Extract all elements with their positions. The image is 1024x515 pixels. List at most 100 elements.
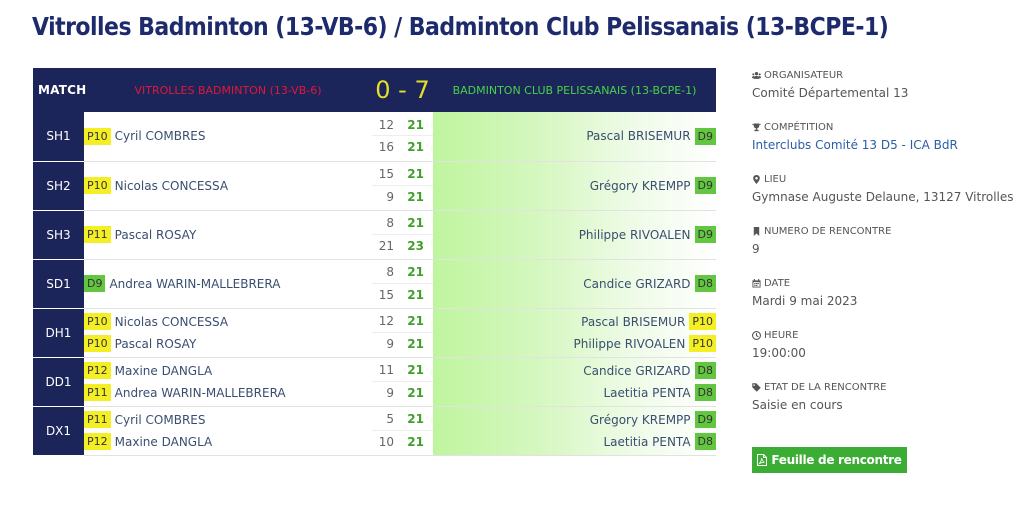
- home-set-points: 21: [378, 238, 394, 253]
- match-sheet-label: Feuille de rencontre: [771, 453, 902, 467]
- player-name[interactable]: Maxine DANGLA: [114, 363, 213, 378]
- player-name[interactable]: Nicolas CONCESSA: [114, 314, 229, 329]
- player-name[interactable]: Laetitia PENTA: [603, 385, 691, 400]
- match-row: SH3 P11 Pascal ROSAY 8 21 21 23 Philippe RIVOAL…: [33, 210, 716, 260]
- away-set-points: 21: [407, 385, 424, 400]
- home-set-points: 9: [386, 385, 394, 400]
- ranking-badge: P12: [84, 362, 111, 379]
- player-name[interactable]: Grégory KREMPP: [589, 412, 691, 427]
- away-set-points: 21: [407, 434, 424, 449]
- home-player: P12 Maxine DANGLA: [84, 360, 372, 382]
- set-score: 15 21: [372, 284, 433, 306]
- player-name[interactable]: Nicolas CONCESSA: [114, 178, 229, 193]
- away-set-points: 21: [407, 336, 424, 351]
- player-name[interactable]: Pascal ROSAY: [114, 336, 197, 351]
- away-set-points: 21: [407, 265, 424, 279]
- date-info: DATE Mardi 9 mai 2023: [752, 276, 1012, 328]
- set-score: 21 23: [372, 235, 433, 257]
- player-name[interactable]: Maxine DANGLA: [114, 434, 213, 449]
- home-player: P10 Nicolas CONCESSA: [84, 175, 372, 197]
- set-score: 9 21: [372, 333, 433, 355]
- ranking-badge: P11: [84, 411, 111, 428]
- home-player: P11 Cyril COMBRES: [84, 409, 372, 431]
- player-name[interactable]: Pascal ROSAY: [114, 227, 197, 242]
- away-set-points: 21: [407, 363, 424, 377]
- home-player: P12 Maxine DANGLA: [84, 431, 372, 453]
- set-scores: 8 21 21 23: [372, 210, 433, 260]
- set-scores: 12 21 9 21: [372, 308, 433, 358]
- away-player: Pascal BRISEMUR D9: [433, 125, 716, 147]
- ranking-badge: D8: [694, 362, 716, 379]
- player-name[interactable]: Cyril COMBRES: [114, 129, 206, 144]
- set-score: 10 21: [372, 431, 433, 453]
- set-score: 16 21: [372, 136, 433, 158]
- set-score: 8 21: [372, 213, 433, 235]
- player-name[interactable]: Philippe RIVOALEN: [578, 227, 691, 242]
- home-players: P11 Cyril COMBRES P12 Maxine DANGLA: [84, 406, 372, 456]
- player-name[interactable]: Grégory KREMPP: [589, 178, 691, 193]
- player-name[interactable]: Andrea WARIN-MALLEBRERA: [114, 385, 286, 400]
- away-set-points: 21: [407, 314, 424, 328]
- match-row: DD1 P12 Maxine DANGLA P11 Andrea WARIN-MALLE…: [33, 357, 716, 407]
- home-set-points: 15: [378, 167, 394, 181]
- away-players: Grégory KREMPP D9 Laetitia PENTA D8: [433, 406, 716, 456]
- match-id: SH3: [33, 210, 84, 260]
- match-sheet-button[interactable]: Feuille de rencontre: [752, 447, 907, 473]
- player-name[interactable]: Candice GRIZARD: [583, 363, 691, 378]
- set-score: 9 21: [372, 186, 433, 208]
- player-name[interactable]: Pascal BRISEMUR: [581, 314, 686, 329]
- away-players: Candice GRIZARD D8: [433, 259, 716, 309]
- state-value: Saisie en cours: [752, 398, 843, 412]
- ranking-badge: P11: [84, 384, 111, 401]
- match-row: SD1 D9 Andrea WARIN-MALLEBRERA 8 21 15 21 Candi…: [33, 259, 716, 309]
- set-score: 15 21: [372, 164, 433, 186]
- competition-link[interactable]: Interclubs Comité 13 D5 - ICA BdR: [752, 138, 958, 152]
- match-number-label: NUMERO DE RENCONTRE: [764, 225, 892, 237]
- match-row: SH1 P10 Cyril COMBRES 12 21 16 21 Pascal BRISEM…: [33, 112, 716, 162]
- set-score: 9 21: [372, 382, 433, 404]
- home-set-points: 12: [378, 117, 394, 132]
- organizer-label: ORGANISATEUR: [764, 69, 844, 81]
- player-name[interactable]: Philippe RIVOALEN: [573, 336, 686, 351]
- match-id: DD1: [33, 357, 84, 407]
- away-set-points: 23: [407, 238, 424, 253]
- bookmark-icon: [753, 226, 760, 236]
- set-score: 11 21: [372, 360, 433, 382]
- player-name[interactable]: Candice GRIZARD: [583, 276, 691, 291]
- ranking-badge: D9: [694, 226, 716, 243]
- table-header: MATCH VITROLLES BADMINTON (13-VB-6) 0 - …: [33, 68, 716, 112]
- ranking-badge: D9: [694, 411, 716, 428]
- away-player: Candice GRIZARD D8: [433, 273, 716, 295]
- time-label: HEURE: [764, 329, 799, 341]
- home-set-points: 8: [386, 265, 394, 279]
- competition-label: COMPÉTITION: [764, 121, 834, 133]
- away-team-name: BADMINTON CLUB PELISSANAIS (13-BCPE-1): [433, 68, 716, 112]
- set-score: 12 21: [372, 114, 433, 137]
- player-name[interactable]: Andrea WARIN-MALLEBRERA: [109, 276, 281, 291]
- match-row: DH1 P10 Nicolas CONCESSA P10 Pascal ROSAY 12 2…: [33, 308, 716, 358]
- home-players: P11 Pascal ROSAY: [84, 210, 372, 260]
- set-score: 8 21: [372, 262, 433, 284]
- player-name[interactable]: Laetitia PENTA: [603, 434, 691, 449]
- ranking-badge: D9: [694, 127, 716, 145]
- home-set-points: 8: [386, 216, 394, 230]
- calendar-icon: [752, 278, 761, 288]
- ranking-badge: P10: [84, 313, 111, 330]
- away-players: Grégory KREMPP D9: [433, 161, 716, 211]
- home-set-points: 16: [378, 140, 394, 155]
- state-label: ETAT DE LA RENCONTRE: [764, 381, 887, 393]
- date-label: DATE: [764, 277, 791, 289]
- time-value: 19:00:00: [752, 346, 806, 360]
- match-table: MATCH VITROLLES BADMINTON (13-VB-6) 0 - …: [33, 68, 716, 456]
- home-players: D9 Andrea WARIN-MALLEBRERA: [84, 259, 372, 309]
- away-player: Philippe RIVOALEN P10: [433, 333, 716, 355]
- location-info: LIEU Gymnase Auguste Delaune, 13127 Vitr…: [752, 172, 1014, 224]
- player-name[interactable]: Cyril COMBRES: [114, 412, 206, 427]
- set-scores: 15 21 9 21: [372, 161, 433, 211]
- match-id: SH2: [33, 161, 84, 211]
- away-set-points: 21: [407, 140, 424, 155]
- match-number-value: 9: [752, 242, 760, 256]
- player-name[interactable]: Pascal BRISEMUR: [586, 129, 691, 144]
- ranking-badge: P12: [84, 433, 111, 450]
- ranking-badge: D9: [694, 177, 716, 194]
